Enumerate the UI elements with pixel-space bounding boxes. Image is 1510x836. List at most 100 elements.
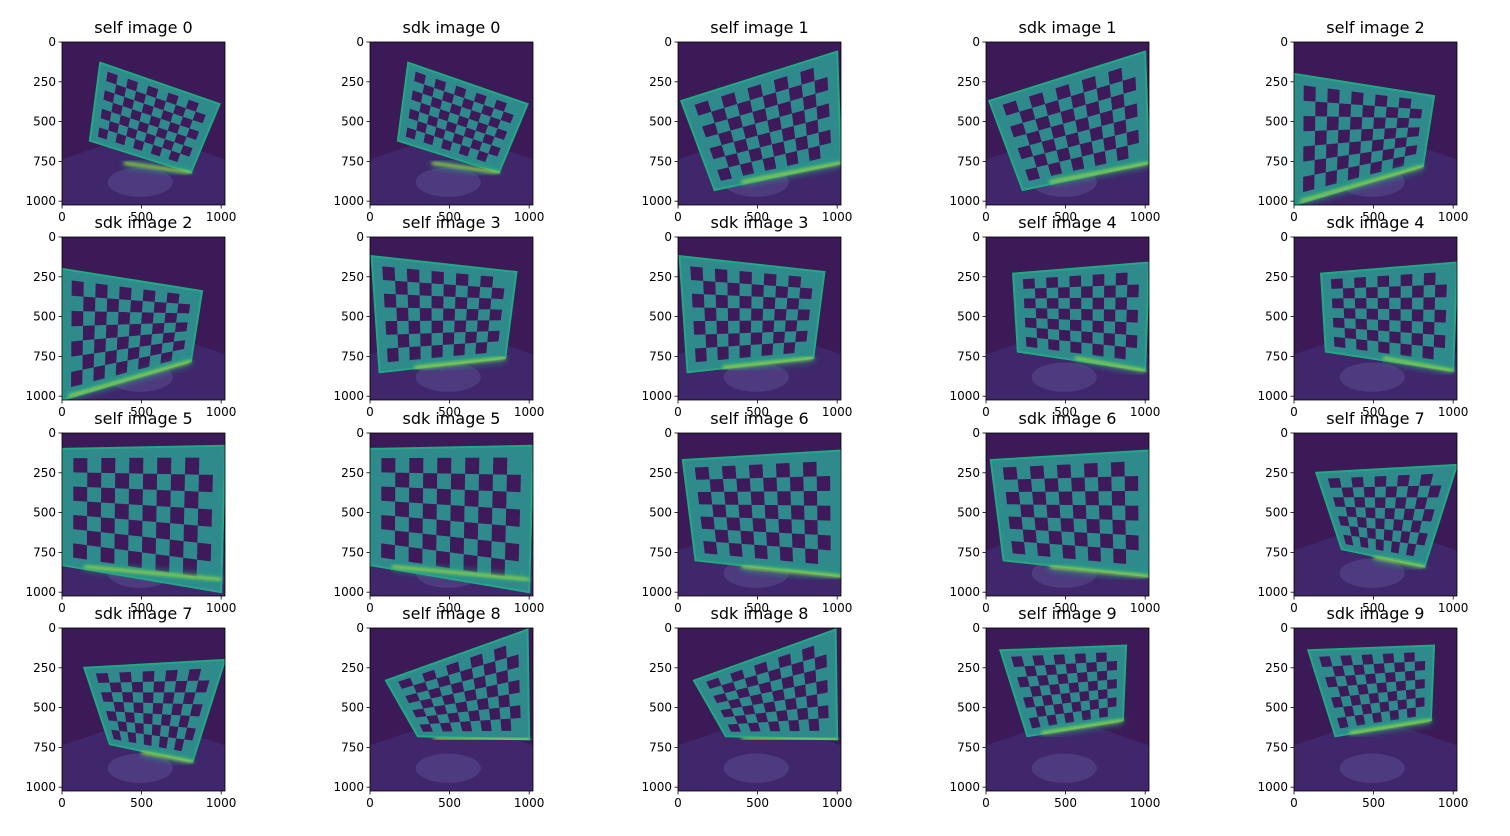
checker-square [1325, 170, 1338, 187]
checker-square [105, 350, 117, 366]
checker-square [450, 681, 465, 694]
checker-square [423, 133, 435, 146]
checker-square [155, 127, 168, 140]
checker-square [1047, 318, 1059, 330]
checker-square [1303, 85, 1316, 102]
checker-square [82, 353, 95, 370]
checker-square [1419, 473, 1434, 486]
x-tick-label: 0 [674, 405, 682, 419]
glare-line [1373, 556, 1425, 568]
stand-shape [1031, 753, 1097, 783]
glare-line [1382, 356, 1454, 372]
y-tick-label: 0 [356, 426, 364, 440]
checker-square [814, 654, 827, 670]
y-tick-label: 0 [664, 230, 672, 244]
checker-square [1412, 285, 1424, 298]
checker-square [1382, 148, 1395, 161]
x-tick-label: 0 [58, 405, 66, 419]
checker-square [1107, 697, 1117, 708]
checker-square [1116, 145, 1129, 162]
checker-square [178, 715, 190, 728]
checker-square [1397, 699, 1407, 710]
y-tick-label: 1000 [1257, 194, 1288, 208]
checker-square [1372, 712, 1383, 724]
checkerboard [1012, 261, 1149, 372]
checker-square [712, 504, 727, 518]
checker-square [727, 308, 740, 321]
checker-square [1303, 145, 1315, 162]
checker-square [1029, 685, 1042, 697]
checker-square [1019, 107, 1036, 123]
image-heatmap [986, 42, 1149, 205]
stand-shape [723, 362, 789, 392]
checker-square [422, 669, 437, 682]
checker-square [1103, 332, 1115, 346]
checker-square [1344, 328, 1357, 340]
checker-square [438, 109, 450, 122]
checker-square [183, 524, 198, 543]
checker-square [454, 85, 467, 99]
checker-square [117, 721, 128, 732]
checker-square [1056, 464, 1072, 479]
checker-square [482, 133, 495, 146]
checker-square [720, 708, 735, 718]
checker-square [407, 294, 420, 309]
checker-square [777, 491, 791, 506]
x-tick-label: 500 [746, 210, 769, 224]
checker-square [1032, 655, 1046, 666]
checker-square [1081, 76, 1097, 93]
checker-square [1327, 477, 1342, 488]
checker-square [493, 99, 507, 112]
checker-square [142, 473, 158, 490]
x-tick-label: 0 [1290, 796, 1298, 810]
y-tick-label: 0 [972, 621, 980, 635]
checker-square [1385, 106, 1399, 118]
checker-square [817, 534, 831, 551]
checker-square [490, 557, 505, 577]
checker-square [115, 133, 127, 146]
checker-square [431, 344, 443, 359]
checker-square [1070, 319, 1082, 332]
glare-line [722, 356, 814, 369]
glare-line [1049, 565, 1149, 578]
checker-square [1097, 476, 1112, 492]
y-tick-label: 750 [341, 545, 364, 559]
checker-square [1387, 691, 1398, 702]
checker-square [150, 343, 163, 356]
checker-square [1385, 672, 1396, 683]
checker-square [791, 661, 805, 676]
axes-frame [369, 627, 534, 792]
y-tick-label: 1000 [949, 194, 980, 208]
panel-title: sdk image 4 [1327, 213, 1425, 232]
checker-square [405, 693, 420, 704]
checker-square [122, 96, 135, 110]
checker-square [473, 675, 487, 690]
checker-square [488, 145, 501, 157]
checker-square [419, 698, 434, 709]
image-heatmap [370, 237, 533, 400]
checker-square [1410, 520, 1422, 533]
axes-frame [1293, 236, 1458, 401]
stand-shape [415, 362, 481, 392]
checker-square [713, 693, 728, 704]
y-tick-label: 750 [341, 349, 364, 363]
checker-square [1379, 701, 1390, 713]
checker-square [152, 703, 164, 715]
x-tick-label: 0 [982, 796, 990, 810]
checker-square [739, 320, 752, 334]
checker-square [1083, 463, 1098, 478]
glare-line [1049, 161, 1149, 184]
x-tick-label: 500 [746, 796, 769, 810]
panel-title: self image 5 [94, 409, 192, 428]
y-tick-label: 250 [1265, 466, 1288, 480]
checker-square [1023, 696, 1036, 708]
y-tick-label: 500 [33, 701, 56, 715]
checker-square [718, 130, 734, 146]
checker-square [1338, 516, 1350, 527]
checker-square [133, 139, 145, 151]
checker-square [1070, 92, 1086, 109]
